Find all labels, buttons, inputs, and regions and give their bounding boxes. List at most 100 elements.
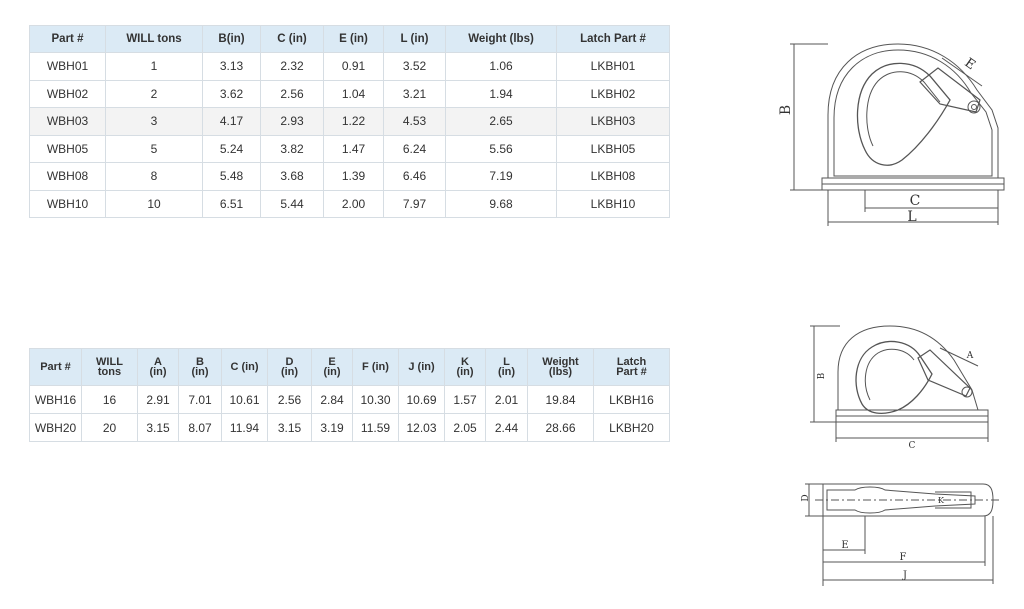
hook-throat-inner: [864, 348, 915, 401]
header-cell: Part #: [29, 25, 106, 53]
table-cell: LKBH08: [556, 162, 670, 191]
header-cell: E (in): [323, 25, 384, 53]
table-cell: 1: [105, 52, 203, 81]
latch-pin: [967, 100, 981, 114]
table-cell: 5.48: [202, 162, 261, 191]
table-cell: 1.94: [445, 79, 557, 108]
header-line: C (in): [230, 361, 259, 373]
table-cell: 2.65: [445, 107, 557, 136]
table-cell: 10.69: [398, 385, 445, 414]
header-line: (in): [191, 366, 209, 378]
table-cell: 2.84: [311, 385, 353, 414]
table-header-row: Part # WILL tons B(in) C (in) E (in) L (…: [29, 25, 670, 53]
header-cell: B(in): [178, 348, 222, 386]
label-e: E: [841, 540, 848, 551]
latch-top: [935, 491, 972, 509]
hook-spec-table-2: Part # WILL tons A (in) B (in) C (in) D (in)…: [29, 348, 670, 442]
header-cell: C (in): [260, 25, 324, 53]
table-cell: 6.51: [202, 189, 261, 218]
table-cell: 2.56: [260, 79, 324, 108]
table-cell: 1.04: [323, 79, 384, 108]
table-cell: 3.15: [137, 413, 179, 442]
hook-latch: [917, 349, 971, 397]
hook-top-inner: [826, 486, 976, 514]
table-cell: 12.03: [398, 413, 445, 442]
header-cell: K (in): [444, 348, 486, 386]
header-line: Part #: [616, 366, 647, 378]
label-l: L: [907, 209, 916, 225]
header-cell: Part #: [29, 348, 82, 386]
header-cell: Latch Part #: [593, 348, 670, 386]
header-cell: D (in): [267, 348, 312, 386]
table-cell: 1.22: [323, 107, 384, 136]
header-line: (in): [456, 366, 474, 378]
header-line: Part #: [40, 361, 71, 373]
table-cell: 8: [105, 162, 203, 191]
label-a: A: [966, 351, 974, 361]
header-line: (in): [149, 366, 167, 378]
table-cell: 2.01: [485, 385, 528, 414]
table-cell: WBH03: [29, 107, 106, 136]
table-cell: 7.97: [383, 189, 446, 218]
header-line: Latch: [616, 356, 647, 368]
table-cell: 3: [105, 107, 203, 136]
table-row: WBH01 1 3.13 2.32 0.91 3.52 1.06 LKBH01: [29, 52, 670, 81]
table-cell: 3.52: [383, 52, 446, 81]
table-cell: 9.68: [445, 189, 557, 218]
header-cell: L (in): [383, 25, 446, 53]
header-line: (in): [497, 366, 516, 378]
header-cell: Weight (lbs): [527, 348, 594, 386]
table-cell: 11.94: [221, 413, 268, 442]
header-cell: J (in): [398, 348, 445, 386]
base-plate: [835, 409, 989, 417]
table-cell: 7.01: [178, 385, 222, 414]
latch-pin-center: [971, 104, 977, 110]
table-cell: WBH05: [29, 134, 106, 163]
header-cell: Latch Part #: [556, 25, 670, 53]
header-line: (lbs): [548, 366, 573, 378]
table-cell: 6.24: [383, 134, 446, 163]
table-cell: WBH02: [29, 79, 106, 108]
table-row: WBH08 8 5.48 3.68 1.39 6.46 7.19 LKBH08: [29, 162, 670, 191]
table-cell: WBH16: [29, 385, 82, 414]
header-cell: Weight (lbs): [445, 25, 557, 53]
table-cell: 5.24: [202, 134, 261, 163]
latch-pin: [961, 386, 973, 398]
table-cell: LKBH16: [593, 385, 670, 414]
table-row: WBH16 16 2.91 7.01 10.61 2.56 2.84 10.30…: [29, 385, 670, 414]
table-cell: WBH20: [29, 413, 82, 442]
hook-body-outline: [837, 325, 979, 411]
header-line: (in): [280, 366, 299, 378]
header-line: A: [154, 356, 162, 368]
table-cell: 19.84: [527, 385, 594, 414]
header-line: L: [503, 356, 510, 368]
table-cell: 5.56: [445, 134, 557, 163]
hook-body-outline: [827, 43, 999, 179]
header-cell: E (in): [311, 348, 353, 386]
table-cell: 2.00: [323, 189, 384, 218]
table-cell: 6.46: [383, 162, 446, 191]
header-line: tons: [97, 366, 122, 378]
header-cell: C (in): [221, 348, 268, 386]
table-cell: LKBH10: [556, 189, 670, 218]
table-cell: 3.13: [202, 52, 261, 81]
table-cell: 3.62: [202, 79, 261, 108]
table-cell: 5.44: [260, 189, 324, 218]
table-cell: 10.61: [221, 385, 268, 414]
label-d: D: [801, 494, 811, 501]
table-cell: LKBH01: [556, 52, 670, 81]
header-line: WILL: [96, 356, 123, 368]
label-f: F: [900, 552, 907, 563]
header-line: J (in): [408, 361, 435, 373]
table-cell: 4.17: [202, 107, 261, 136]
table-cell: 3.82: [260, 134, 324, 163]
table-cell: 2.56: [267, 385, 312, 414]
table-cell: LKBH03: [556, 107, 670, 136]
header-cell: L (in): [485, 348, 528, 386]
header-cell: A (in): [137, 348, 179, 386]
table-cell: WBH10: [29, 189, 106, 218]
table-cell: WBH01: [29, 52, 106, 81]
table-cell: 1.47: [323, 134, 384, 163]
table-row: WBH20 20 3.15 8.07 11.94 3.15 3.19 11.59…: [29, 413, 670, 442]
table-cell: 3.15: [267, 413, 312, 442]
